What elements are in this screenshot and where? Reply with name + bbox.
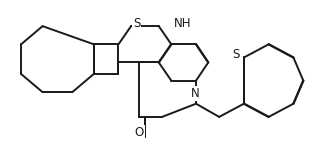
Text: S: S <box>133 17 140 30</box>
Text: O: O <box>134 126 143 139</box>
Text: NH: NH <box>174 17 192 30</box>
Text: N: N <box>191 87 200 100</box>
Text: S: S <box>232 48 239 61</box>
